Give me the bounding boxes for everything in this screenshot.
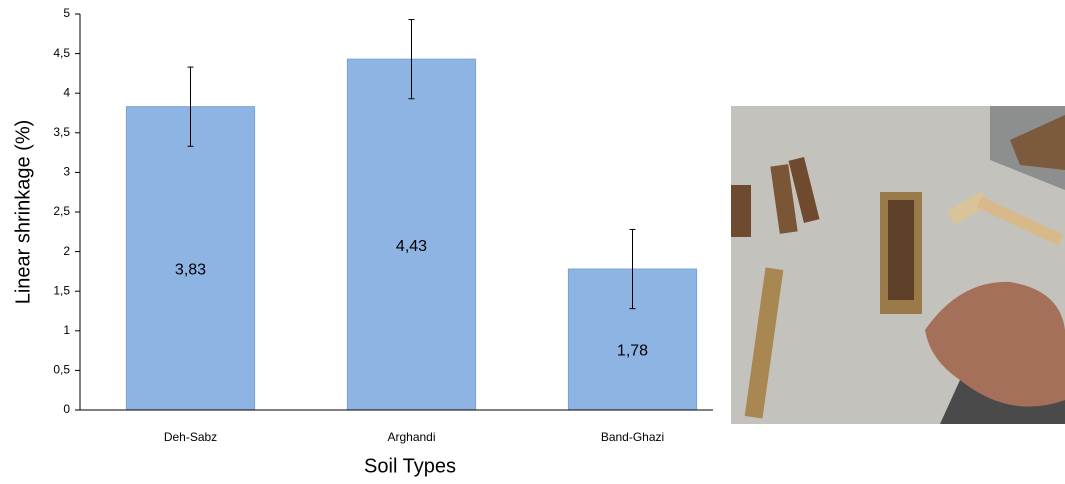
error-bar: [629, 228, 636, 310]
y-tick-label: 2: [63, 244, 70, 258]
y-tick-label: 1,5: [53, 283, 70, 297]
x-tick-label: Deh-Sabz: [164, 430, 217, 444]
y-tick-label: 3,5: [53, 125, 70, 139]
y-tick-label: 4,5: [53, 46, 70, 60]
y-axis-title: Linear shrinkage (%): [12, 120, 34, 305]
value-label: 4,43: [396, 238, 427, 255]
bar: [125, 106, 256, 411]
y-tick-label: 2,5: [53, 204, 70, 218]
y-tick-label: 5: [63, 6, 70, 20]
y-tick-label: 4: [63, 85, 70, 99]
y-tick-label: 0,5: [53, 363, 70, 377]
error-bar: [408, 19, 415, 100]
error-bar: [187, 66, 194, 147]
x-tick-label: Band-Ghazi: [601, 430, 664, 444]
value-label: 1,78: [617, 343, 648, 360]
x-axis-title: Soil Types: [364, 455, 456, 477]
photo: [731, 106, 1065, 424]
bar: [346, 58, 477, 411]
y-tick-label: 3: [63, 165, 70, 179]
value-label: 3,83: [175, 262, 206, 279]
x-tick-label: Arghandi: [387, 430, 435, 444]
y-tick-label: 1: [63, 323, 70, 337]
y-tick-label: 0: [63, 402, 70, 416]
